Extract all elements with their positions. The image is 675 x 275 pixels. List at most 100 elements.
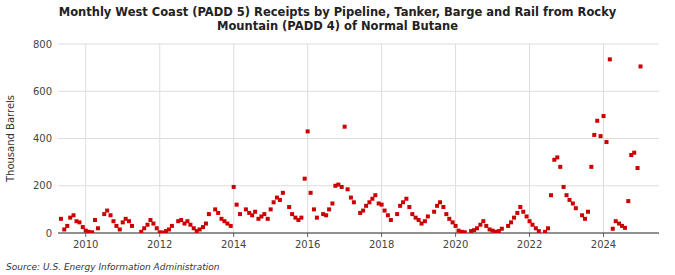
x-tick-label: 2016 xyxy=(295,239,320,250)
point xyxy=(204,222,208,226)
point xyxy=(586,210,590,214)
point xyxy=(454,224,458,228)
point xyxy=(213,207,217,211)
point xyxy=(142,226,146,230)
point xyxy=(555,155,559,159)
point xyxy=(599,134,603,138)
point xyxy=(114,224,118,228)
point xyxy=(367,200,371,204)
x-tick xyxy=(455,233,456,237)
point xyxy=(315,216,319,220)
point xyxy=(278,198,282,202)
point xyxy=(151,222,155,226)
x-tick-label: 2018 xyxy=(369,239,394,250)
point xyxy=(484,224,488,228)
point xyxy=(188,223,192,227)
point xyxy=(340,185,344,189)
point xyxy=(139,230,143,233)
point xyxy=(102,212,106,216)
x-tick xyxy=(381,233,382,237)
point xyxy=(130,224,134,228)
y-tick-label: 0 xyxy=(46,228,52,239)
grid-line xyxy=(58,44,659,45)
point xyxy=(386,213,390,217)
point xyxy=(269,207,273,211)
point xyxy=(417,218,421,222)
point xyxy=(216,211,220,215)
point xyxy=(395,212,399,216)
point xyxy=(253,210,257,214)
point xyxy=(262,212,266,216)
point xyxy=(506,224,510,228)
grid-line xyxy=(307,44,308,233)
point xyxy=(509,220,513,224)
grid-line xyxy=(58,233,659,234)
point xyxy=(623,226,627,230)
point xyxy=(105,209,109,213)
point xyxy=(611,227,615,231)
point xyxy=(481,219,485,223)
point xyxy=(583,217,587,221)
x-tick xyxy=(233,233,234,237)
x-tick-label: 2020 xyxy=(443,239,468,250)
grid-line xyxy=(58,91,659,92)
point xyxy=(170,224,174,228)
point xyxy=(626,199,630,203)
grid-line xyxy=(603,44,604,233)
point xyxy=(361,209,365,213)
point xyxy=(238,212,242,216)
y-tick-label: 800 xyxy=(33,39,52,50)
point xyxy=(531,223,535,227)
point xyxy=(65,224,69,228)
point xyxy=(72,213,76,217)
point xyxy=(373,193,377,197)
x-axis xyxy=(58,233,659,234)
point xyxy=(327,207,331,211)
point xyxy=(632,151,636,155)
point xyxy=(299,216,303,220)
point xyxy=(432,210,436,214)
point xyxy=(380,203,384,207)
point xyxy=(290,212,294,216)
point xyxy=(118,227,122,231)
x-tick xyxy=(159,233,160,237)
point xyxy=(185,219,189,223)
point xyxy=(281,191,285,195)
point xyxy=(266,217,270,221)
point xyxy=(543,230,547,233)
grid-line xyxy=(159,44,160,233)
point xyxy=(512,216,516,220)
point xyxy=(90,230,94,233)
point xyxy=(528,219,532,223)
point xyxy=(303,177,307,181)
point xyxy=(383,209,387,213)
point xyxy=(235,203,239,207)
grid-line xyxy=(85,44,86,233)
point xyxy=(349,196,353,200)
x-tick-label: 2014 xyxy=(221,239,246,250)
point xyxy=(127,219,131,223)
title: Monthly West Coast (PADD 5) Receipts by … xyxy=(59,5,617,33)
point xyxy=(580,213,584,217)
point xyxy=(571,201,575,205)
point xyxy=(93,218,97,222)
point xyxy=(364,204,368,208)
point xyxy=(155,226,159,230)
point xyxy=(608,57,612,61)
point xyxy=(451,220,455,224)
point xyxy=(109,213,113,217)
point xyxy=(444,212,448,216)
point xyxy=(81,225,85,229)
point xyxy=(111,219,115,223)
grid-line xyxy=(529,44,530,233)
point xyxy=(565,193,569,197)
point xyxy=(537,229,541,233)
point xyxy=(592,133,596,137)
point xyxy=(343,125,347,129)
point xyxy=(232,185,236,189)
point xyxy=(312,207,316,211)
point xyxy=(595,119,599,123)
grid-line xyxy=(58,138,659,139)
chart: Monthly West Coast (PADD 5) Receipts by … xyxy=(0,0,675,275)
x-tick-label: 2010 xyxy=(73,239,98,250)
